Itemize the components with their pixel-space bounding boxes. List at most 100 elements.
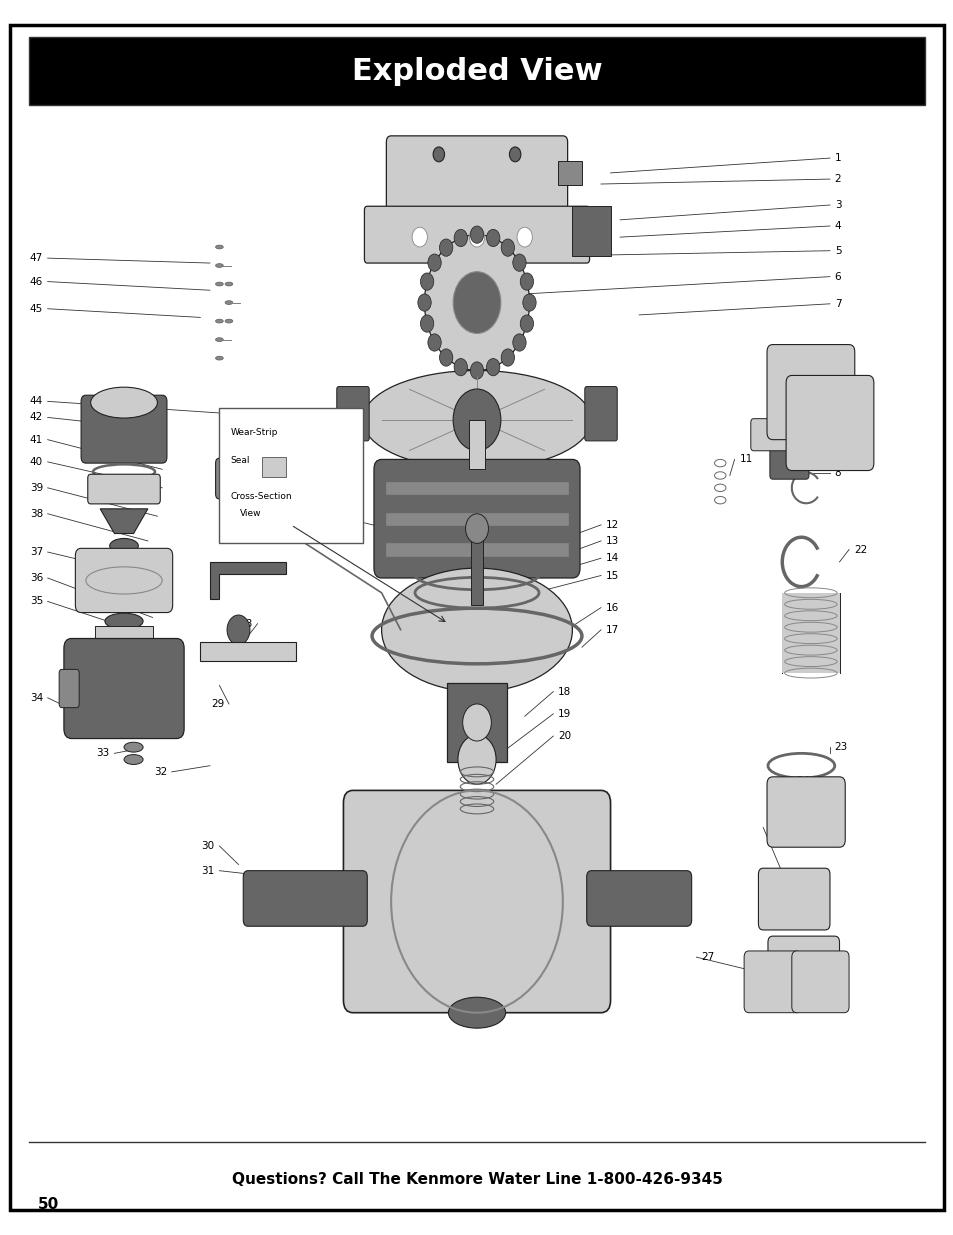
FancyBboxPatch shape [59,669,79,708]
Circle shape [500,348,514,366]
Text: 16: 16 [605,603,618,613]
FancyBboxPatch shape [336,387,369,441]
Text: 12: 12 [605,520,618,530]
Ellipse shape [381,568,572,692]
Circle shape [512,254,525,272]
Circle shape [470,226,483,243]
Text: 1: 1 [834,153,841,163]
FancyBboxPatch shape [769,447,808,479]
Text: 5: 5 [834,246,841,256]
FancyBboxPatch shape [243,871,367,926]
Text: 15: 15 [605,571,618,580]
FancyBboxPatch shape [88,474,160,504]
FancyBboxPatch shape [785,375,873,471]
Text: 46: 46 [30,277,43,287]
Text: 9: 9 [834,447,841,457]
Circle shape [500,240,514,257]
Ellipse shape [124,755,143,764]
Text: Questions? Call The Kenmore Water Line 1-800-426-9345: Questions? Call The Kenmore Water Line 1… [232,1172,721,1187]
Ellipse shape [124,742,143,752]
Text: 23: 23 [834,742,847,752]
Circle shape [453,389,500,451]
Text: 45: 45 [30,304,43,314]
Ellipse shape [215,319,223,324]
FancyBboxPatch shape [81,395,167,463]
Text: 14: 14 [605,553,618,563]
Text: 34: 34 [30,693,43,703]
Circle shape [439,240,453,257]
Text: 13: 13 [605,536,618,546]
FancyBboxPatch shape [743,951,801,1013]
Text: 30: 30 [201,841,214,851]
Text: 10: 10 [834,426,847,436]
Text: 19: 19 [558,709,571,719]
Circle shape [428,333,441,351]
Bar [386,513,567,525]
Text: Cross-Section: Cross-Section [231,492,293,501]
Circle shape [465,514,488,543]
Text: 39: 39 [30,483,43,493]
Circle shape [519,315,533,332]
Text: 3: 3 [834,200,841,210]
Circle shape [453,272,500,333]
Bar [471,531,482,605]
Text: 26: 26 [767,823,781,832]
FancyBboxPatch shape [215,458,280,499]
Circle shape [454,358,467,375]
Circle shape [424,235,529,370]
Text: 2: 2 [834,174,841,184]
Ellipse shape [110,538,138,553]
FancyBboxPatch shape [364,206,589,263]
Ellipse shape [91,388,157,417]
Circle shape [470,362,483,379]
Bar [386,482,567,494]
Text: 43: 43 [268,499,281,509]
Text: 32: 32 [153,767,167,777]
Circle shape [486,358,499,375]
Text: 47: 47 [30,253,43,263]
Text: 8: 8 [834,468,841,478]
Text: 36: 36 [30,573,43,583]
FancyBboxPatch shape [791,951,848,1013]
Ellipse shape [225,301,233,305]
Bar [386,543,567,556]
Ellipse shape [215,338,223,341]
FancyBboxPatch shape [64,638,184,739]
FancyBboxPatch shape [584,387,617,441]
Text: Wear-Strip: Wear-Strip [231,427,278,437]
Polygon shape [210,562,286,599]
FancyBboxPatch shape [10,25,943,1210]
Circle shape [420,273,434,290]
Bar [29,37,924,105]
Text: Seal: Seal [231,456,250,466]
Ellipse shape [215,264,223,268]
Text: View: View [240,509,262,519]
FancyBboxPatch shape [586,871,691,926]
Text: 29: 29 [211,699,224,709]
Polygon shape [100,509,148,534]
Ellipse shape [105,614,143,630]
Text: 44: 44 [30,396,43,406]
Circle shape [428,254,441,272]
Text: 21: 21 [853,378,866,388]
Circle shape [433,147,444,162]
Text: 7: 7 [834,299,841,309]
Bar [781,593,839,673]
Circle shape [469,227,484,247]
FancyBboxPatch shape [374,459,579,578]
Text: 11: 11 [739,454,752,464]
Text: 4: 4 [834,221,841,231]
Text: 41: 41 [30,435,43,445]
Text: 42: 42 [30,412,43,422]
Ellipse shape [215,357,223,361]
FancyBboxPatch shape [766,345,854,440]
FancyBboxPatch shape [219,408,362,543]
Ellipse shape [215,283,223,287]
FancyBboxPatch shape [262,457,286,477]
Text: Exploded View: Exploded View [352,57,601,85]
FancyBboxPatch shape [767,936,839,998]
Bar [95,626,152,638]
Circle shape [519,273,533,290]
Text: 35: 35 [30,597,43,606]
Circle shape [522,294,536,311]
